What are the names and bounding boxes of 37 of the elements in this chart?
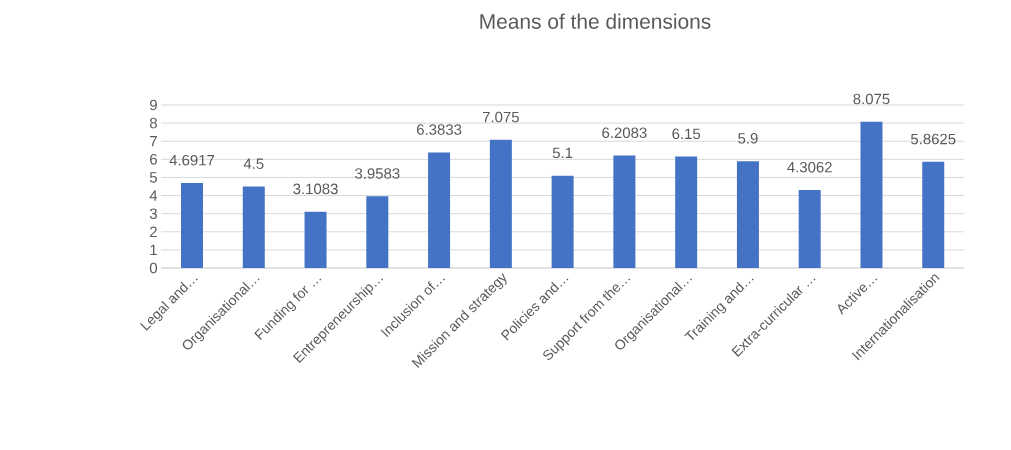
bar	[304, 211, 327, 268]
data-label: 3.9583	[355, 168, 400, 179]
data-label: 4.3062	[787, 161, 832, 173]
data-label: 4.6917	[169, 154, 215, 166]
data-label: 6.3833	[416, 124, 462, 135]
bar	[613, 155, 636, 268]
bar	[736, 161, 759, 268]
bar	[366, 196, 389, 268]
y-tick-label: 6	[150, 154, 157, 165]
data-label: 4.5	[243, 158, 264, 169]
bar	[922, 161, 945, 268]
data-label: 5.9	[738, 133, 758, 144]
bar	[798, 190, 821, 268]
y-tick-label: 2	[150, 226, 157, 237]
y-tick-label: 4	[149, 190, 158, 201]
data-label: 6.2083	[602, 127, 647, 139]
bar	[860, 121, 883, 268]
bar	[551, 175, 574, 268]
y-tick-label: 3	[149, 208, 157, 219]
y-tick-label: 0	[149, 262, 157, 274]
y-tick-label: 8	[149, 117, 157, 129]
data-label: 5.8625	[910, 133, 956, 145]
data-label: 5.1	[552, 147, 573, 159]
data-label: 3.1083	[293, 183, 338, 195]
y-tick-label: 7	[150, 136, 157, 147]
bar	[675, 156, 698, 268]
y-tick-label: 5	[149, 172, 157, 183]
bar	[181, 183, 203, 268]
bar	[428, 152, 451, 268]
bar	[489, 139, 512, 268]
chart-title: Means of the dimensions	[480, 13, 711, 29]
y-tick-label: 9	[149, 99, 157, 111]
data-label: 8.075	[853, 93, 890, 105]
data-label: 7.075	[482, 111, 519, 123]
data-label: 6.15	[672, 128, 701, 140]
bar	[242, 186, 265, 268]
y-tick-label: 1	[150, 244, 157, 256]
